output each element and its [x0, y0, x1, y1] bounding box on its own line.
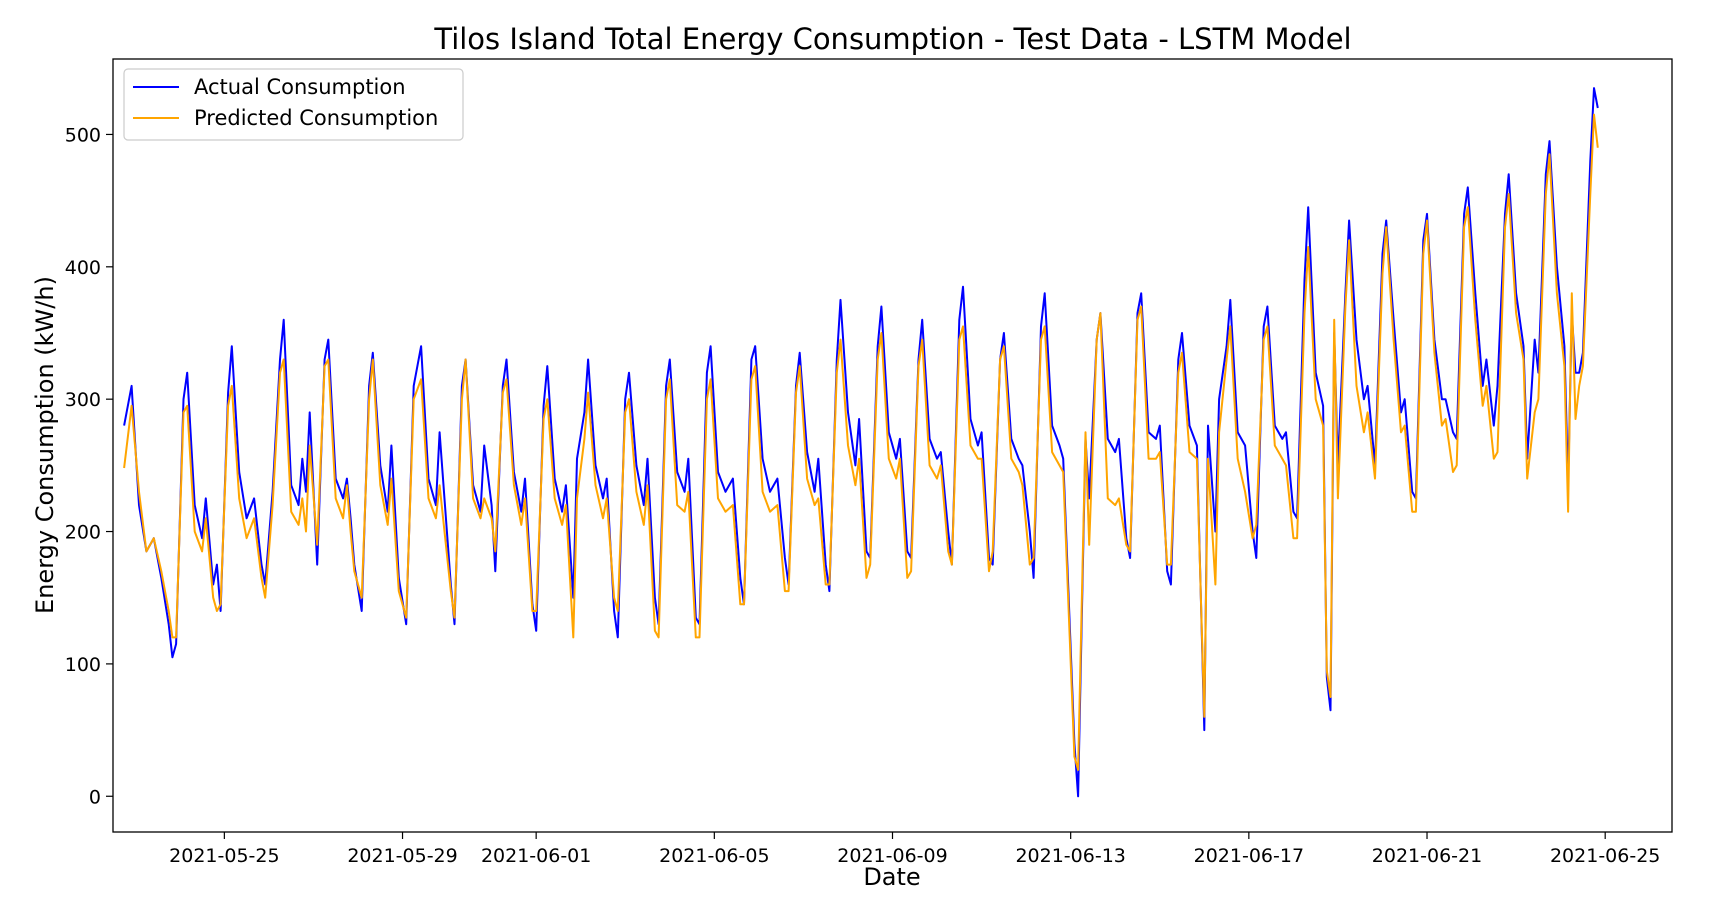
y-tick-label: 300 — [65, 389, 101, 411]
x-tick-label: 2021-06-05 — [659, 845, 769, 867]
y-tick-label: 200 — [65, 522, 101, 544]
x-axis-label: Date — [863, 863, 920, 891]
y-tick-label: 100 — [65, 654, 101, 676]
x-tick-label: 2021-06-09 — [837, 845, 947, 867]
x-tick-label: 2021-06-25 — [1550, 845, 1660, 867]
y-axis-ticks: 0 100 200 300 400 500 — [65, 124, 113, 808]
series-layer — [123, 87, 1599, 798]
x-tick-label: 2021-06-21 — [1372, 845, 1482, 867]
y-axis-label: Energy Consumption (kW/h) — [31, 276, 59, 614]
legend-box — [123, 68, 464, 141]
series-line-1 — [123, 113, 1599, 771]
x-tick-label: 2021-06-13 — [1015, 845, 1125, 867]
x-tick-label: 2021-05-29 — [347, 845, 457, 867]
legend-label-predicted: Predicted Consumption — [194, 106, 438, 130]
legend-label-actual: Actual Consumption — [194, 75, 406, 99]
y-tick-label: 400 — [65, 257, 101, 279]
x-tick-label: 2021-05-25 — [169, 845, 279, 867]
legend: Actual Consumption Predicted Consumption — [123, 68, 464, 141]
chart-title: Tilos Island Total Energy Consumption - … — [433, 22, 1351, 56]
y-tick-label: 0 — [89, 786, 101, 808]
x-tick-label: 2021-06-01 — [481, 845, 591, 867]
y-tick-label: 500 — [65, 124, 101, 146]
x-tick-label: 2021-06-17 — [1194, 845, 1304, 867]
x-axis-ticks: 2021-05-25 2021-05-29 2021-06-01 2021-06-05… — [169, 832, 1660, 867]
